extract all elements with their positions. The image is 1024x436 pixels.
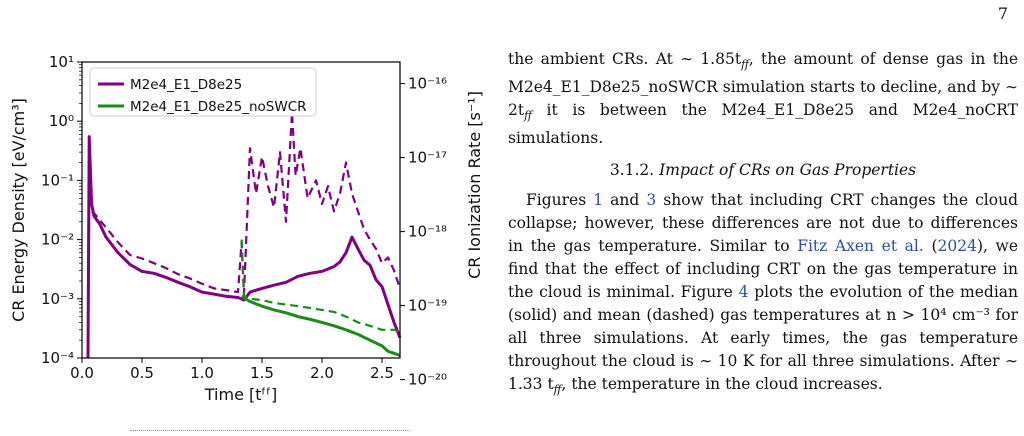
y2-tick-label: 10⁻²⁰ [408,371,447,389]
legend-label: M2e4_E1_D8e25 [130,77,242,93]
series-line-2 [90,111,402,296]
page-number: 7 [997,4,1008,23]
y-tick-label: 10⁻¹ [41,171,74,189]
y2-tick-label: 10⁻¹⁹ [408,297,447,315]
x-tick-label: 2.0 [310,364,334,382]
x-axis-label: Time [tᶠᶠ] [204,385,277,404]
y2-axis-label: CR Ionization Rate [s⁻¹] [465,91,484,279]
figure-ref-4[interactable]: 4 [738,283,749,302]
figure: 0.0 0.5 1.0 1.5 2.0 2.5 10¹ 10⁰ 10⁻¹ 10⁻² 10⁻³ 10⁻⁴… [9,53,484,404]
x-tick-label: 0.0 [70,364,94,382]
y2-tick-label: 10⁻¹⁸ [408,223,447,241]
x-tick-label: 1.0 [190,364,214,382]
y-axis-label: CR Energy Density [eV/cm³] [9,98,28,322]
paragraph-1: the ambient CRs. At ∼ 1.85tff, the amoun… [508,50,1018,148]
y-tick-label: 10¹ [49,53,74,71]
x-tick-label: 2.5 [370,364,394,382]
y2-tick-label: 10⁻¹⁷ [408,149,447,167]
citation-fitz-axen[interactable]: Fitz Axen et al. [797,237,924,256]
chart: 0.0 0.5 1.0 1.5 2.0 2.5 10¹ 10⁰ 10⁻¹ 10⁻² 10⁻³ 10⁻⁴… [9,53,484,404]
y-tick-label: 10⁰ [49,112,74,130]
y-tick-label: 10⁻⁴ [41,349,74,367]
series-line-4 [240,239,401,333]
series-line-1 [86,135,402,359]
legend-label: M2e4_E1_D8e25_noSWCR [130,99,307,115]
y-tick-label: 10⁻² [41,231,74,249]
y-tick-label: 10⁻³ [41,290,74,308]
subsection-heading: 3.1.2. Impact of CRs on Gas Properties [609,161,917,180]
figure-ref-3[interactable]: 3 [646,191,657,210]
plot-frame [81,61,401,359]
figure-ref-1[interactable]: 1 [593,191,604,210]
series-line-3 [240,295,401,357]
page-cut-line [130,430,410,431]
y2-tick-label: 10⁻¹⁶ [408,75,447,93]
x-tick-label: 1.5 [250,364,274,382]
body-text: the ambient CRs. At ∼ 1.85tff, the amoun… [508,48,1018,401]
citation-year[interactable]: 2024 [937,237,977,256]
paragraph-2: Figures 1 and 3 show that including CRT … [508,191,1018,397]
legend-box [89,67,317,117]
x-tick-label: 0.5 [130,364,154,382]
